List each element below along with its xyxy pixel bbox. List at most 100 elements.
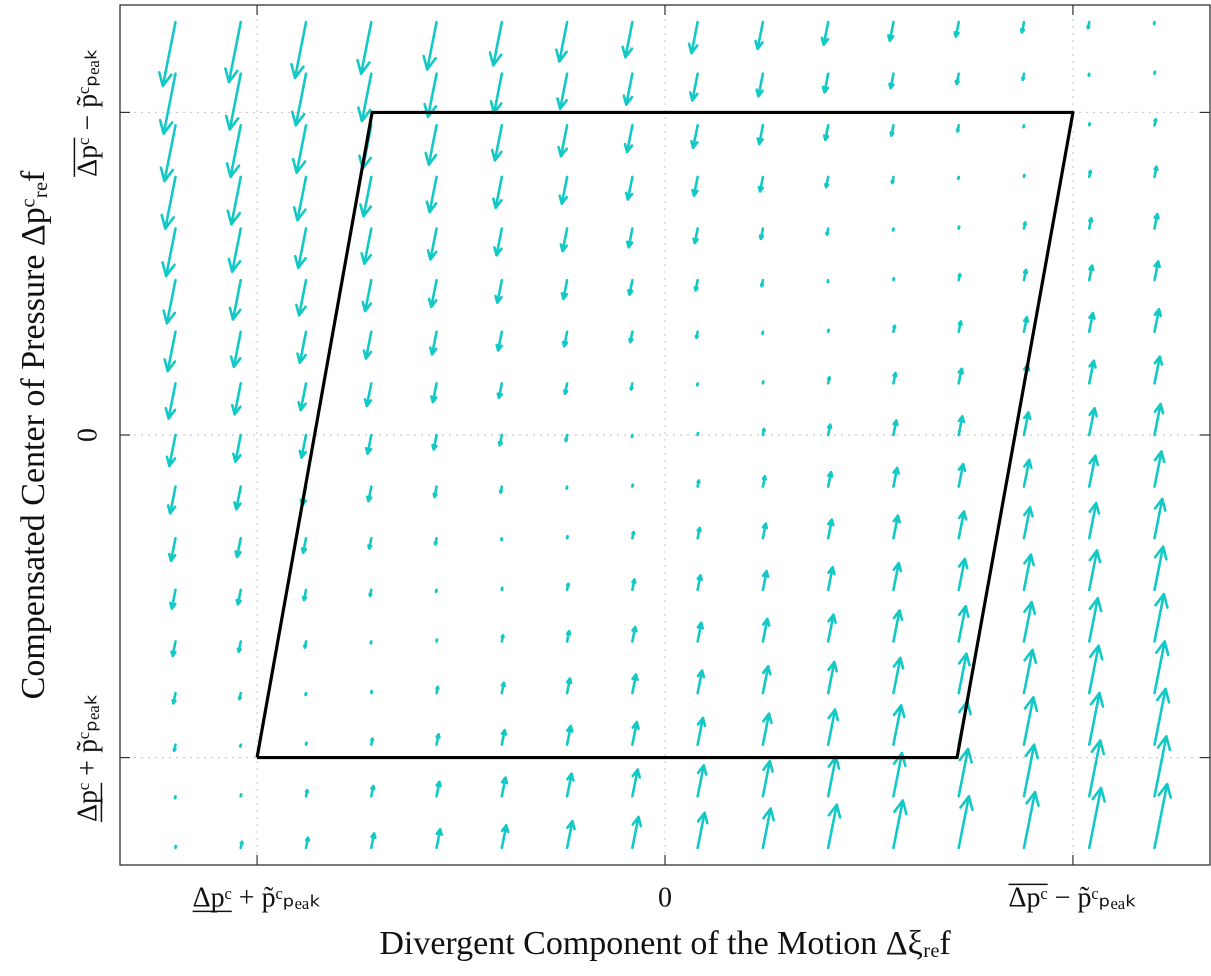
arrow: [826, 660, 838, 695]
arrow: [170, 640, 177, 658]
arrow: [625, 227, 634, 249]
arrow: [696, 716, 707, 746]
arrow: [174, 844, 178, 850]
arrow: [761, 664, 772, 695]
arrow: [304, 836, 311, 850]
arrow: [1087, 216, 1094, 230]
arrow: [892, 371, 898, 385]
arrow: [356, 20, 373, 76]
arrow: [1086, 20, 1091, 30]
arrow: [235, 588, 243, 606]
arrow: [957, 557, 969, 592]
arrow: [435, 733, 441, 746]
arrow: [171, 691, 177, 705]
y-tick-group: Δpᶜ − p̃ᶜₚₑₐₖ: [72, 48, 103, 177]
arrow: [295, 278, 308, 317]
arrow: [1087, 122, 1092, 127]
arrow: [1153, 687, 1171, 746]
arrow: [500, 824, 510, 850]
arrow: [892, 276, 896, 282]
arrow: [627, 278, 634, 296]
arrow: [1087, 359, 1097, 385]
arrow: [234, 536, 243, 559]
arrow: [1153, 402, 1165, 437]
arrow: [228, 278, 243, 321]
arrow: [565, 629, 572, 643]
arrow: [225, 124, 243, 179]
y-tick-label: Δpᶜ + p̃ᶜₚₑₐₖ: [72, 693, 103, 822]
arrow: [694, 330, 699, 340]
arrow: [754, 20, 765, 51]
arrow: [631, 673, 639, 695]
arrow: [1087, 72, 1091, 77]
arrow: [957, 462, 967, 488]
arrow: [304, 691, 308, 697]
arrow: [761, 569, 770, 592]
arrow: [357, 72, 373, 123]
arrow: [422, 20, 438, 71]
y-tick-label: Δpᶜ − p̃ᶜₚₑₐₖ: [72, 48, 103, 177]
arrow: [229, 330, 243, 369]
arrow: [158, 72, 177, 136]
arrow: [162, 278, 177, 325]
arrow: [1153, 640, 1170, 695]
arrow: [435, 638, 439, 643]
x-axis-label: Divergent Component of the Motion Δξᵣₑf: [379, 925, 951, 962]
arrow: [556, 72, 569, 111]
arrow: [954, 72, 961, 86]
arrow: [433, 536, 438, 546]
arrow: [757, 175, 765, 193]
arrow: [696, 621, 705, 643]
arrow: [165, 433, 177, 468]
arrow: [1019, 20, 1026, 34]
arrow: [1153, 545, 1168, 592]
arrow: [826, 803, 842, 850]
arrow: [492, 175, 504, 210]
y-tick-group: Δpᶜ + p̃ᶜₚₑₐₖ: [72, 693, 103, 823]
arrow: [1153, 260, 1161, 282]
arrow: [887, 20, 895, 43]
arrow: [1153, 165, 1159, 179]
arrow: [696, 526, 702, 540]
arrow: [565, 772, 575, 798]
arrow: [758, 227, 765, 241]
arrow: [565, 534, 569, 540]
arrow: [226, 175, 243, 226]
arrow: [1087, 596, 1103, 643]
arrow: [430, 382, 438, 404]
arrow: [761, 474, 768, 488]
arrow: [1153, 450, 1166, 488]
arrow: [761, 330, 765, 336]
arrow: [298, 433, 308, 459]
arrow: [623, 124, 634, 154]
arrow: [1022, 315, 1030, 334]
arrow: [631, 483, 635, 488]
arrow: [427, 278, 438, 309]
y-tick-group: 0: [72, 428, 103, 442]
arrow: [1153, 70, 1157, 76]
arrow: [892, 466, 900, 488]
arrow: [696, 669, 706, 695]
arrow: [301, 588, 308, 602]
arrow: [957, 604, 970, 643]
arrow: [236, 640, 243, 654]
arrow: [498, 485, 504, 495]
arrow: [1022, 268, 1029, 282]
arrow: [888, 72, 895, 90]
arrow: [490, 124, 504, 162]
x-tick-label: Δpᶜ − p̃ᶜₚₑₐₖ: [1008, 882, 1137, 913]
arrow: [1153, 117, 1158, 127]
arrow: [431, 433, 438, 451]
arrow: [1022, 553, 1035, 592]
arrow: [630, 433, 634, 439]
arrow: [557, 124, 569, 158]
arrow: [696, 811, 709, 850]
arrow: [296, 330, 308, 365]
arrow: [360, 227, 373, 266]
arrow: [497, 433, 504, 447]
arrow: [237, 691, 243, 701]
arrow: [826, 708, 840, 746]
arrow: [565, 582, 571, 592]
arrow: [631, 625, 638, 643]
arrow: [825, 227, 830, 236]
